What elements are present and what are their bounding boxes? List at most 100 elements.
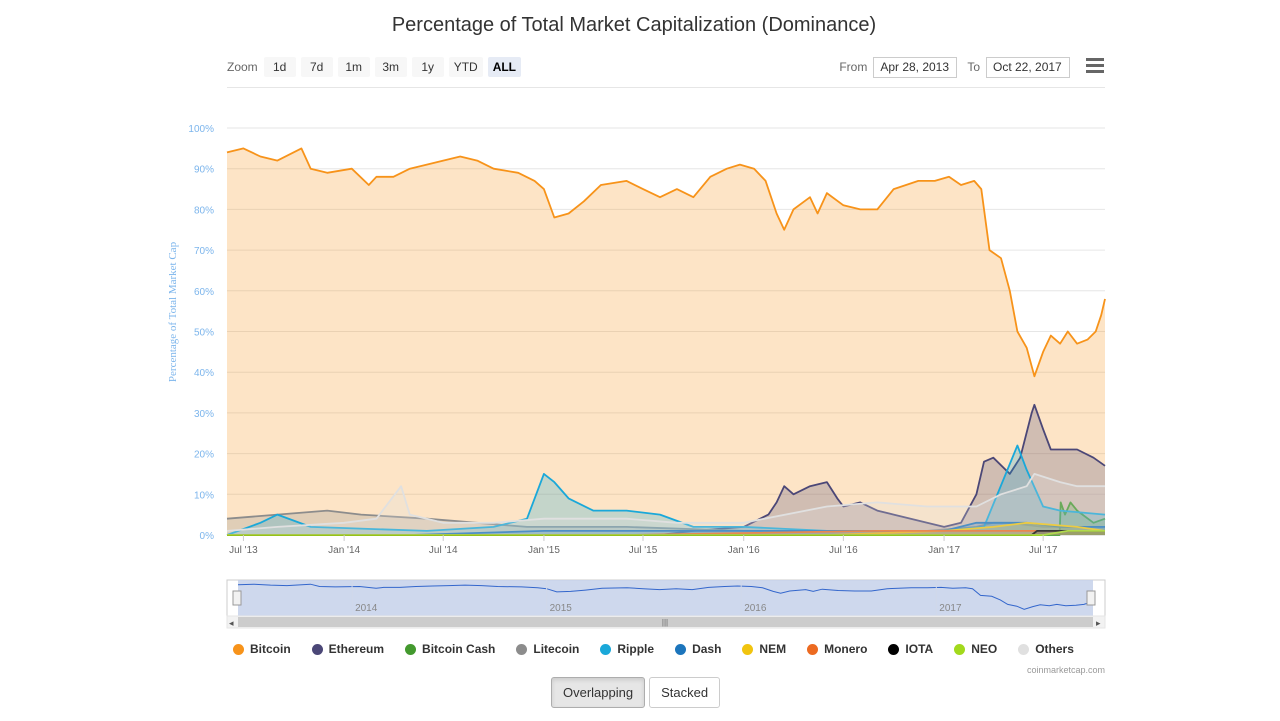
y-axis-label: Percentage of Total Market Cap: [167, 241, 179, 382]
zoom-button-ytd[interactable]: YTD: [448, 57, 483, 77]
x-axis-ticks: Jul '13 Jan '14 Jul '14 Jan '15 Jul '15 Jan '…: [229, 535, 1058, 556]
zoom-button-1y[interactable]: 1y: [411, 57, 444, 77]
y-tick-label: 50%: [194, 328, 214, 339]
legend-item-others[interactable]: Others: [1018, 642, 1074, 656]
chart-title: Percentage of Total Market Capitalizatio…: [391, 14, 877, 36]
to-label: To: [967, 60, 980, 74]
x-tick-label: Jul '17: [1029, 545, 1058, 556]
legend-label-neo: NEO: [971, 642, 998, 656]
legend-label-bitcoin-cash: Bitcoin Cash: [422, 642, 496, 656]
hamburger-menu-icon[interactable]: [1086, 58, 1104, 74]
date-range-selector: From Apr 28, 2013 To Oct 22, 2017: [839, 56, 1070, 78]
x-tick-label: Jul '16: [829, 545, 858, 556]
navigator-year-label: 2017: [939, 603, 962, 614]
legend-label-ethereum: Ethereum: [328, 642, 385, 656]
legend-label-litecoin: Litecoin: [533, 642, 580, 656]
navigator-series: [237, 583, 1094, 610]
navigator-scrollbar-thumb[interactable]: [238, 617, 1093, 627]
series-line-ethereum: [227, 403, 1106, 536]
navigator-year-label: 2016: [744, 603, 767, 614]
series-area-dash: [227, 522, 1105, 535]
series-area-others: [227, 473, 1105, 535]
legend-item-ethereum[interactable]: Ethereum: [311, 642, 385, 656]
credit-link[interactable]: coinmarketcap.com: [1026, 665, 1105, 675]
y-tick-label: 90%: [194, 165, 214, 176]
x-tick-label: Jul '15: [629, 545, 658, 556]
x-tick-label: Jan '15: [528, 545, 560, 556]
legend-marker-monero: [807, 643, 819, 655]
zoom-button-3m[interactable]: 3m: [374, 57, 407, 77]
y-tick-label: 80%: [194, 205, 214, 216]
series-line-bitcoin: [226, 147, 1106, 378]
legend-marker-iota: [888, 643, 900, 655]
legend-item-monero[interactable]: Monero: [807, 642, 867, 656]
legend-item-litecoin[interactable]: Litecoin: [516, 642, 579, 656]
legend-marker-neo: [954, 643, 966, 655]
series-line-bitcoin-cash: [227, 501, 1106, 536]
y-axis-ticks: 0% 10% 20% 30% 40% 50% 60% 70% 80% 90% 100%: [188, 124, 214, 542]
x-tick-label: Jul '13: [229, 545, 258, 556]
x-tick-label: Jul '14: [429, 545, 458, 556]
series-area-monero: [227, 530, 1105, 535]
navigator-year-label: 2015: [550, 603, 573, 614]
y-tick-label: 10%: [194, 490, 214, 501]
legend-marker-litecoin: [516, 643, 528, 655]
legend-label-nem: NEM: [759, 642, 787, 656]
navigator-selection: [238, 580, 1093, 616]
legend-item-dash[interactable]: Dash: [675, 642, 721, 656]
series-line-neo: [227, 530, 1105, 536]
from-date-input[interactable]: Apr 28, 2013: [873, 56, 958, 78]
y-tick-label: 20%: [194, 450, 214, 461]
overlapping-button[interactable]: Overlapping: [551, 677, 646, 708]
zoom-label: Zoom: [227, 60, 258, 74]
legend-marker-bitcoin: [233, 643, 244, 655]
legend-label-dash: Dash: [692, 642, 722, 656]
view-mode-toggle: Overlapping Stacked: [551, 677, 724, 708]
y-tick-label: 0%: [200, 531, 215, 542]
legend-label-monero: Monero: [824, 642, 868, 656]
y-tick-label: 100%: [188, 124, 214, 135]
y-tick-label: 30%: [194, 409, 214, 420]
y-tick-label: 60%: [194, 287, 214, 298]
legend-item-ripple[interactable]: Ripple: [600, 642, 654, 656]
scroll-right-icon[interactable]: ▸: [1096, 618, 1101, 628]
legend-item-bitcoin-cash[interactable]: Bitcoin Cash: [405, 642, 495, 656]
series-areas: [226, 147, 1106, 536]
legend-marker-ripple: [600, 643, 612, 655]
zoom-button-7d[interactable]: 7d: [300, 57, 333, 77]
navigator-left-handle[interactable]: [232, 590, 242, 606]
scrollbar-grip-icon: |||: [662, 618, 668, 627]
stacked-button[interactable]: Stacked: [649, 677, 721, 708]
legend-label-ripple: Ripple: [617, 642, 655, 656]
x-tick-label: Jan '14: [328, 545, 360, 556]
legend-label-others: Others: [1035, 642, 1074, 656]
legend: Bitcoin Ethereum Bitcoin Cash Litecoin R…: [233, 642, 1113, 656]
legend-item-iota[interactable]: IOTA: [888, 642, 933, 656]
navigator-right-handle[interactable]: [1086, 590, 1096, 606]
zoom-button-1m[interactable]: 1m: [337, 57, 370, 77]
legend-marker-bitcoin-cash: [405, 643, 417, 655]
series-area-bitcoin: [227, 148, 1105, 535]
x-tick-label: Jan '17: [928, 545, 960, 556]
legend-item-neo[interactable]: NEO: [954, 642, 997, 656]
navigator-year-label: 2014: [355, 603, 378, 614]
zoom-button-1d[interactable]: 1d: [263, 57, 296, 77]
series-line-others: [226, 473, 1105, 532]
chart-canvas: 0% 10% 20% 30% 40% 50% 60% 70% 80% 90% 100% Jul '1…: [167, 124, 1106, 629]
legend-label-iota: IOTA: [905, 642, 934, 656]
legend-item-bitcoin[interactable]: Bitcoin: [233, 642, 291, 656]
legend-label-bitcoin: Bitcoin: [250, 642, 291, 656]
legend-item-nem[interactable]: NEM: [742, 642, 786, 656]
from-label: From: [839, 60, 868, 74]
to-date-input[interactable]: Oct 22, 2017: [986, 56, 1070, 78]
y-tick-label: 70%: [194, 246, 214, 257]
x-tick-label: Jan '16: [728, 545, 760, 556]
scroll-left-icon[interactable]: ◂: [229, 618, 234, 628]
zoom-controls: Zoom 1d 7d 1m 3m 1y YTD ALL: [227, 56, 526, 78]
legend-marker-ethereum: [311, 643, 323, 655]
zoom-button-all[interactable]: ALL: [487, 57, 522, 77]
legend-marker-dash: [675, 643, 687, 655]
y-tick-label: 40%: [194, 368, 214, 379]
navigator[interactable]: 2014 2015 2016 2017 ◂ ▸ |||: [226, 579, 1106, 629]
toolbar-divider: [227, 87, 1105, 88]
